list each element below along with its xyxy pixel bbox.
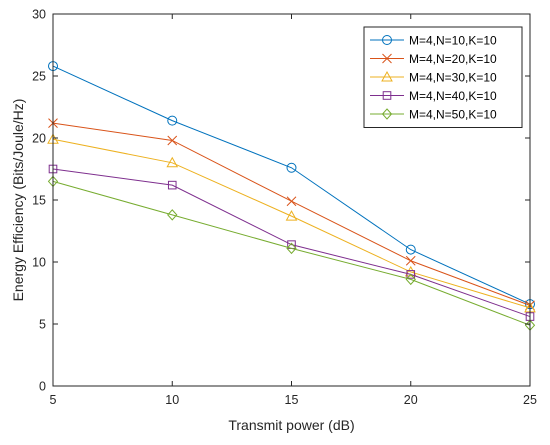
legend: M=4,N=10,K=10 M=4,N=20,K=10 M=4,N=30,K=10 M… <box>363 26 523 128</box>
data-point <box>404 265 417 277</box>
data-point <box>405 273 416 286</box>
legend-marker <box>382 91 392 100</box>
data-point <box>405 255 416 266</box>
series-line <box>52 65 531 305</box>
y-tick-label: 5 <box>39 318 46 332</box>
y-tick-label: 20 <box>32 132 46 146</box>
series-2 <box>48 118 535 311</box>
data-point <box>286 162 297 173</box>
data-point <box>167 115 178 126</box>
series-layer <box>47 61 536 331</box>
data-point <box>286 196 297 207</box>
legend-label: M=4,N=20,K=10 <box>409 52 497 66</box>
legend-marker <box>381 70 393 82</box>
x-tick-label: 10 <box>165 393 179 407</box>
legend-entry: M=4,N=20,K=10 <box>370 52 497 66</box>
y-tick-label: 30 <box>32 8 46 22</box>
legend-label: M=4,N=50,K=10 <box>409 108 497 122</box>
legend-entry: M=4,N=10,K=10 <box>370 34 497 48</box>
legend-marker <box>381 108 393 120</box>
legend-entry: M=4,N=50,K=10 <box>370 108 497 122</box>
legend-label: M=4,N=40,K=10 <box>409 89 497 103</box>
legend-entry: M=4,N=30,K=10 <box>370 71 497 85</box>
x-tick-label: 25 <box>523 393 537 407</box>
series-line <box>52 168 531 318</box>
y-tick-label: 15 <box>32 194 46 208</box>
legend-marker <box>382 53 392 64</box>
data-point <box>406 270 416 279</box>
legend-label: M=4,N=30,K=10 <box>409 71 497 85</box>
x-tick-label: 5 <box>50 393 57 407</box>
data-point <box>286 242 297 255</box>
series-line <box>52 138 531 309</box>
y-tick-label: 25 <box>32 70 46 84</box>
legend-label: M=4,N=10,K=10 <box>409 34 497 48</box>
x-axis-label: Transmit power (dB) <box>228 417 354 433</box>
legend-entry: M=4,N=40,K=10 <box>370 89 497 103</box>
series-line <box>52 180 531 326</box>
data-point <box>167 180 177 190</box>
legend-marker <box>382 35 392 45</box>
data-point <box>285 210 298 221</box>
data-point <box>167 209 178 221</box>
y-tick-label: 10 <box>32 256 46 270</box>
y-tick-label: 0 <box>39 380 46 394</box>
x-tick-label: 20 <box>404 393 418 407</box>
x-tick-label: 15 <box>285 393 299 407</box>
data-point <box>167 135 178 146</box>
data-point <box>405 244 416 255</box>
data-point <box>166 156 179 168</box>
y-axis-label: Energy Efficiency (Bits/Joule/Hz) <box>10 99 26 302</box>
